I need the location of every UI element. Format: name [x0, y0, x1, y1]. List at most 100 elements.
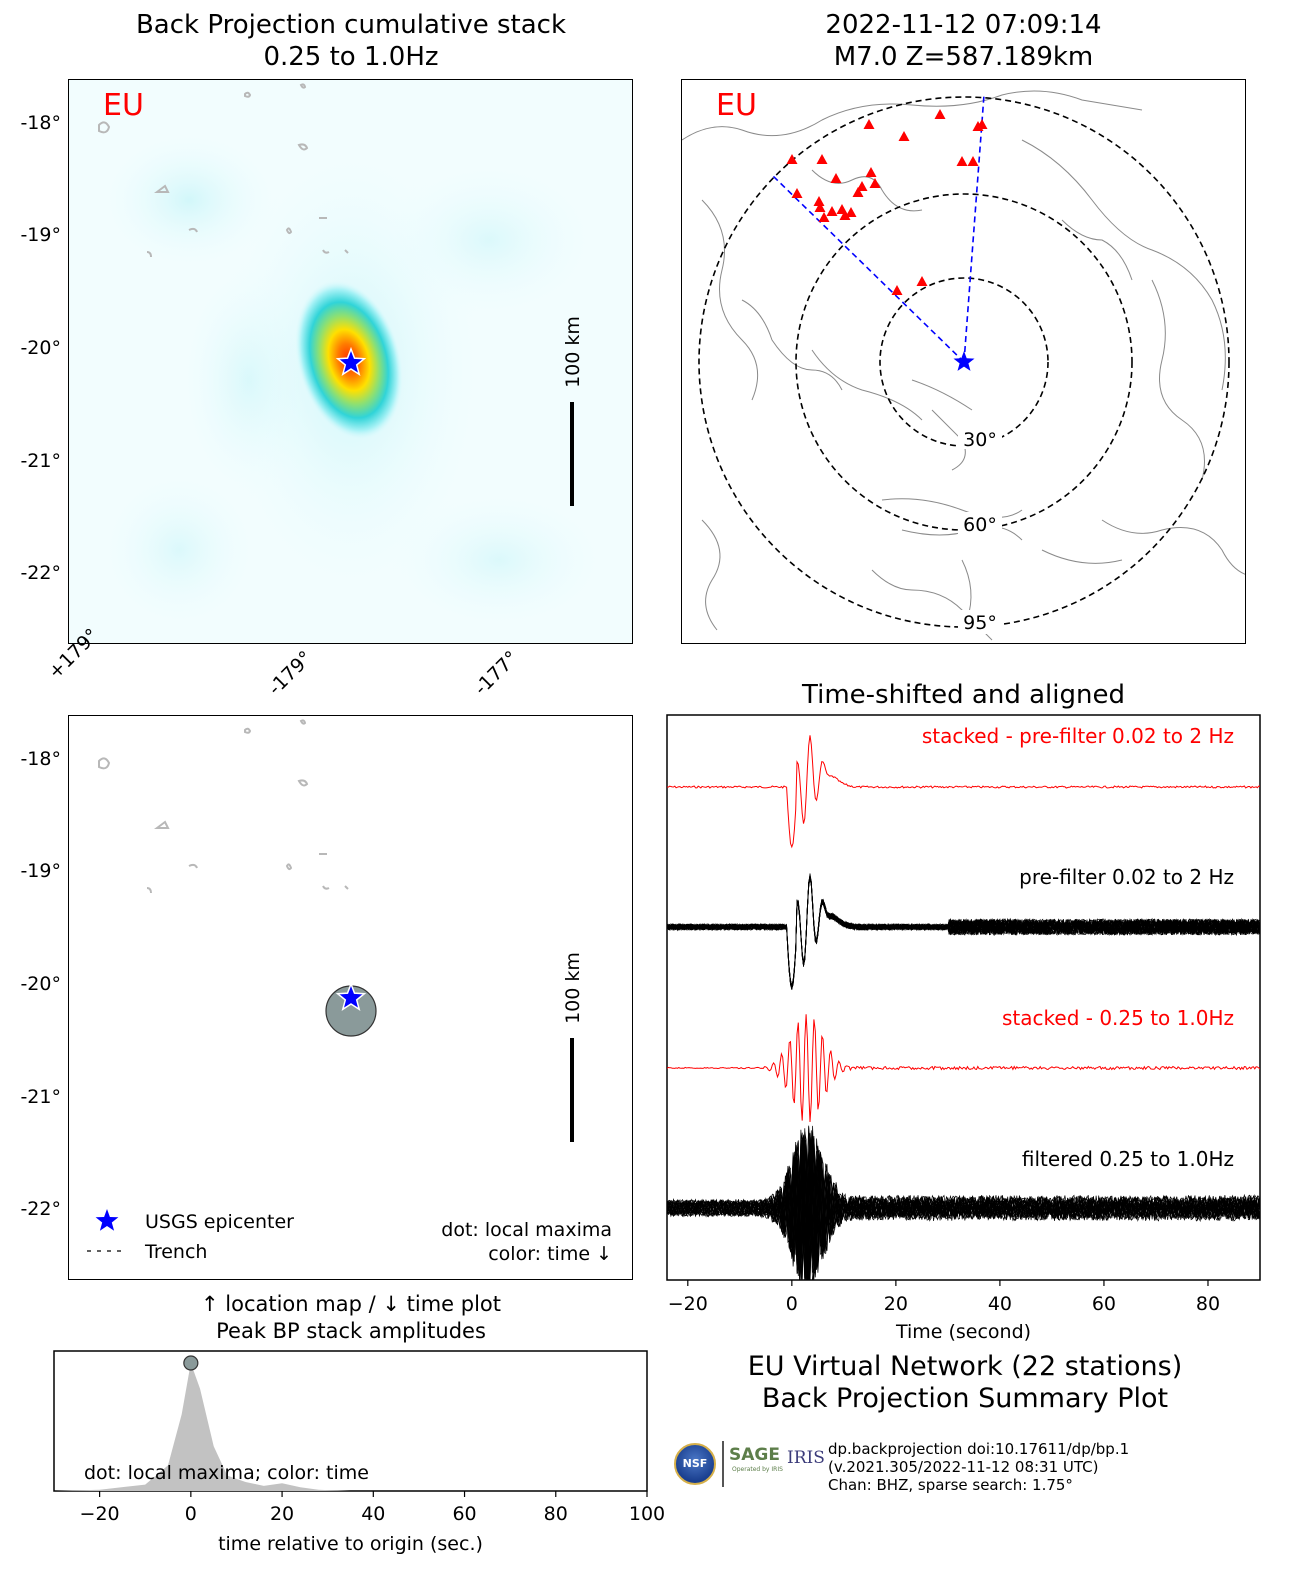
station-marker: [852, 187, 864, 197]
peak-x-label: time relative to origin (sec.): [218, 1533, 483, 1555]
station-marker: [839, 210, 851, 220]
waveform-x-tick-label: −20: [668, 1293, 708, 1315]
location-caption-line2: Peak BP stack amplitudes: [216, 1319, 486, 1343]
station-marker: [865, 167, 877, 177]
event-magnitude-depth: M7.0 Z=587.189km: [833, 42, 1094, 72]
bp-heatmap: 100 km: [69, 80, 632, 643]
peak-x-tick-label: 40: [361, 1503, 385, 1525]
event-time-title: 2022-11-12 07:09:14: [825, 10, 1102, 40]
waveform-frame: [666, 714, 1261, 1281]
nsf-logo-text: NSF: [682, 1457, 708, 1470]
station-marker: [818, 212, 830, 222]
station-marker: [976, 119, 988, 129]
peak-x-tick-label: 100: [629, 1503, 665, 1525]
station-marker: [830, 173, 842, 183]
waveform-trace: [667, 874, 1260, 989]
waveform-trace: [667, 735, 1260, 849]
peak-x-tick-label: −20: [80, 1503, 120, 1525]
station-marker: [916, 276, 928, 286]
peak-amplitude-chart: dot: local maxima; color: time −20 0 20 40 60…: [53, 1350, 665, 1555]
legend-epicenter-label: USGS epicenter: [145, 1211, 294, 1233]
location-lat-tick: -21°: [20, 1086, 61, 1108]
waveform-chart: Time-shifted and aligned −20 0 20 40 60 80 Time…: [666, 680, 1261, 1343]
legend-trench-label: Trench: [144, 1241, 207, 1263]
station-marker: [791, 188, 803, 198]
logo-divider: [722, 1441, 724, 1487]
waveform-series-label: stacked - 0.25 to 1.0Hz: [1002, 1006, 1234, 1030]
location-caption-line1: ↑ location map / ↓ time plot: [201, 1292, 501, 1316]
waveform-x-tick-label: 60: [1092, 1293, 1116, 1315]
logo-strip: NSF SAGE Operated by IRIS IRIS: [672, 1441, 825, 1487]
ring-label-30: 30°: [963, 429, 997, 451]
station-marker: [814, 202, 826, 212]
station-marker: [826, 206, 838, 216]
sage-logo: SAGE: [729, 1445, 780, 1465]
location-map: 100 km USGS epicenter Trench dot: local …: [87, 719, 612, 1265]
bp-map-epicenter: [335, 346, 367, 376]
ring-label-95: 95°: [963, 612, 997, 634]
globe-epicenter: [953, 351, 975, 371]
waveform-trace: [667, 1125, 1260, 1280]
location-note-line2: color: time ↓: [488, 1243, 612, 1265]
bp-map-subtitle: 0.25 to 1.0Hz: [263, 42, 439, 72]
bp-heatmap-panel: 100 km: [68, 79, 633, 644]
peak-x-tick-label: 0: [185, 1503, 197, 1525]
bp-lat-tick: -21°: [20, 450, 61, 472]
waveform-series-label: stacked - pre-filter 0.02 to 2 Hz: [922, 724, 1234, 748]
location-lat-tick: -20°: [20, 973, 61, 995]
waveform-title: Time-shifted and aligned: [801, 680, 1125, 710]
station-globe: 30° 60° 95°: [682, 90, 1245, 641]
bp-lat-tick: -19°: [20, 224, 61, 246]
location-map-panel: 100 km USGS epicenter Trench dot: local …: [68, 715, 633, 1280]
peak-dot: [183, 1355, 199, 1371]
bp-scale-label: 100 km: [562, 316, 584, 388]
station-marker: [934, 109, 946, 119]
globe-network-tag: EU: [716, 88, 757, 123]
station-marker: [813, 196, 825, 206]
station-marker: [863, 119, 875, 129]
station-marker: [786, 154, 798, 164]
peak-note: dot: local maxima; color: time: [84, 1462, 369, 1484]
waveform-x-tick-label: 80: [1196, 1293, 1220, 1315]
station-marker: [856, 181, 868, 191]
station-markers: [786, 109, 988, 295]
waveform-series: [667, 873, 1260, 990]
island-contours: [98, 83, 349, 258]
waveform-series: [667, 735, 1260, 849]
waveform-trace: [667, 1014, 1260, 1123]
location-note-line1: dot: local maxima: [441, 1219, 612, 1241]
location-legend: USGS epicenter Trench: [87, 1209, 294, 1263]
waveform-series: [667, 1014, 1260, 1123]
peak-area: [54, 1363, 647, 1491]
station-marker: [816, 154, 828, 164]
station-marker: [869, 178, 881, 188]
waveform-series-label: filtered 0.25 to 1.0Hz: [1022, 1147, 1234, 1171]
peak-x-tick-label: 60: [452, 1503, 476, 1525]
location-lat-tick: -18°: [20, 748, 61, 770]
bp-lat-tick: -22°: [20, 562, 61, 584]
location-scale-label: 100 km: [562, 952, 584, 1024]
waveform-x-tick-label: 0: [786, 1293, 798, 1315]
waveform-series: [667, 1125, 1260, 1280]
peak-x-tick-label: 80: [544, 1503, 568, 1525]
station-marker: [845, 207, 857, 217]
great-circle-paths: [771, 94, 985, 363]
station-marker: [956, 156, 968, 166]
peak-x-tick-label: 20: [270, 1503, 294, 1525]
ring-label-backgrounds: [958, 425, 1002, 634]
legend-star-icon: [95, 1209, 119, 1231]
waveform-trace: [667, 1132, 1260, 1279]
station-globe-panel: 30° 60° 95°: [681, 79, 1246, 644]
summary-line2: Back Projection Summary Plot: [761, 1383, 1169, 1414]
location-lat-tick: -22°: [20, 1198, 61, 1220]
waveform-trace: [667, 877, 1260, 988]
product-line1: dp.backprojection doi:10.17611/dp/bp.1: [828, 1440, 1130, 1458]
waveform-trace: [667, 1141, 1260, 1280]
waveform-series-label: pre-filter 0.02 to 2 Hz: [1019, 865, 1234, 889]
waveform-x-label: Time (second): [895, 1321, 1031, 1343]
location-scale-bar: 100 km: [562, 952, 584, 1142]
station-marker: [967, 156, 979, 166]
waveform-x-tick-label: 40: [988, 1293, 1012, 1315]
bp-lat-tick: -18°: [20, 112, 61, 134]
